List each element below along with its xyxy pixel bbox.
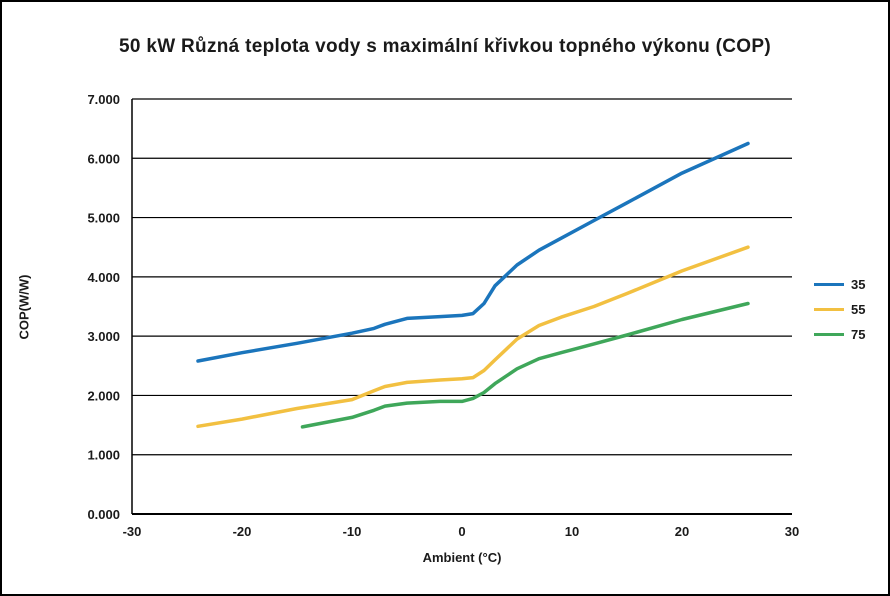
y-tick-label: 3.000: [87, 329, 120, 344]
legend-swatch-55: [814, 308, 844, 311]
series-line-75: [300, 301, 750, 429]
x-tick-label: -20: [233, 524, 252, 539]
legend: 35 55 75: [814, 272, 865, 347]
legend-label-35: 35: [851, 277, 866, 292]
legend-swatch-75: [814, 333, 844, 336]
y-tick-label: 1.000: [87, 448, 120, 463]
x-tick-label: -10: [343, 524, 362, 539]
x-tick-label: 10: [565, 524, 579, 539]
x-axis-title: Ambient (°C): [422, 550, 502, 565]
legend-item-55: 55: [814, 297, 865, 322]
x-tick-label: 0: [458, 524, 465, 539]
legend-label-55: 55: [851, 302, 866, 317]
y-axis-title: COP(W/W): [16, 274, 32, 340]
x-tick-label: -30: [123, 524, 142, 539]
y-tick-label: 2.000: [87, 388, 120, 403]
x-tick-label: 30: [785, 524, 799, 539]
y-tick-label: 5.000: [87, 211, 120, 226]
x-tick-label: 20: [675, 524, 689, 539]
series-line-35: [196, 141, 750, 363]
y-tick-label: 6.000: [87, 151, 120, 166]
chart-title: 50 kW Různá teplota vody s maximální kři…: [119, 36, 771, 57]
series-line-55: [196, 245, 750, 429]
y-tick-label: 0.000: [87, 507, 120, 522]
y-tick-label: 7.000: [87, 92, 120, 107]
legend-swatch-35: [814, 283, 844, 286]
y-tick-label: 4.000: [87, 270, 120, 285]
legend-item-35: 35: [814, 272, 865, 297]
legend-item-75: 75: [814, 322, 865, 347]
legend-label-75: 75: [851, 327, 866, 342]
